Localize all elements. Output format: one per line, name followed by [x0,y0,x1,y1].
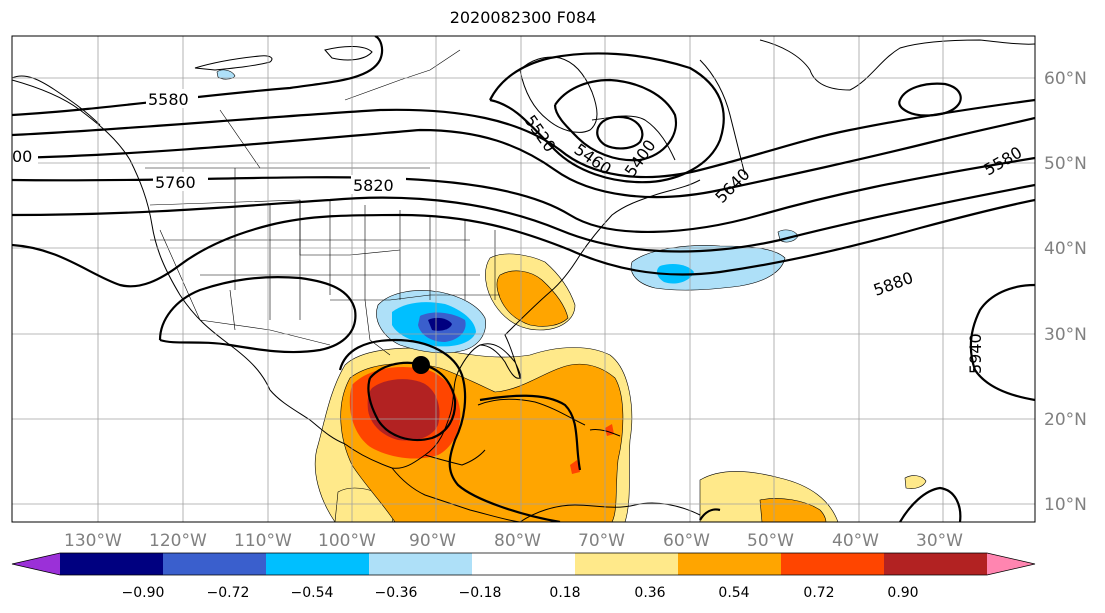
longitude-axis: 130°W 120°W 110°W 100°W 90°W 80°W 70°W 6… [64,531,963,551]
colorbar-tick-label: −0.18 [459,585,502,601]
colorbar-segment [781,553,885,575]
longitude-label: 120°W [149,531,207,551]
colorbar-tick-label: 0.90 [887,585,918,601]
longitude-label: 90°W [409,531,456,551]
longitude-label: 30°W [916,531,963,551]
contour-label: 5940 [966,333,985,374]
colorbar-segment [266,553,370,575]
contour-label: 5760 [155,173,196,192]
colorbar-segment [575,553,679,575]
contour-label: 5580 [148,90,189,109]
colorbar-labels: −0.90 −0.72 −0.54 −0.36 −0.18 0.18 0.36 … [122,585,919,601]
anomaly-shading [216,69,927,522]
colorbar [11,552,1036,576]
latitude-label: 10°N [1044,495,1087,515]
latitude-label: 20°N [1044,410,1087,430]
colorbar-segment [60,553,164,575]
longitude-label: 130°W [64,531,122,551]
longitude-label: 50°W [747,531,794,551]
longitude-label: 100°W [318,531,376,551]
colorbar-tick-label: 0.72 [803,585,834,601]
height-contours [12,36,1035,522]
colorbar-tick-label: 0.36 [634,585,665,601]
colorbar-outline [11,552,1036,576]
colorbar-segment [678,553,782,575]
colorbar-segment [884,553,988,575]
longitude-label: 70°W [578,531,625,551]
longitude-label: 80°W [494,531,541,551]
graticule [12,36,1035,522]
colorbar-tick-label: −0.36 [375,585,418,601]
colorbar-extend-high [987,553,1035,575]
latitude-label: 40°N [1044,239,1087,259]
longitude-label: 110°W [234,531,292,551]
colorbar-tick-label: −0.90 [122,585,165,601]
colorbar-segment [472,553,576,575]
storm-position-dot [412,356,430,374]
contour-label: 5820 [353,176,394,195]
colorbar-segment [163,553,267,575]
longitude-label: 60°W [663,531,710,551]
colorbar-tick-label: 0.54 [718,585,749,601]
colorbar-tick-label: 0.18 [549,585,580,601]
anomaly-area-positive-high [367,379,440,441]
colorbar-segment [369,553,473,575]
contour-label: 00 [12,147,32,166]
latitude-label: 60°N [1044,69,1087,89]
longitude-label: 40°W [832,531,879,551]
map-frame [11,35,1036,523]
latitude-label: 30°N [1044,325,1087,345]
latitude-label: 50°N [1044,154,1087,174]
colorbar-tick-label: −0.54 [291,585,334,601]
map-title: 2020082300 F084 [449,8,597,27]
colorbar-extend-low [12,553,60,575]
latitude-axis: 60°N 50°N 40°N 30°N 20°N 10°N [1044,69,1087,515]
colorbar-tick-label: −0.72 [207,585,250,601]
